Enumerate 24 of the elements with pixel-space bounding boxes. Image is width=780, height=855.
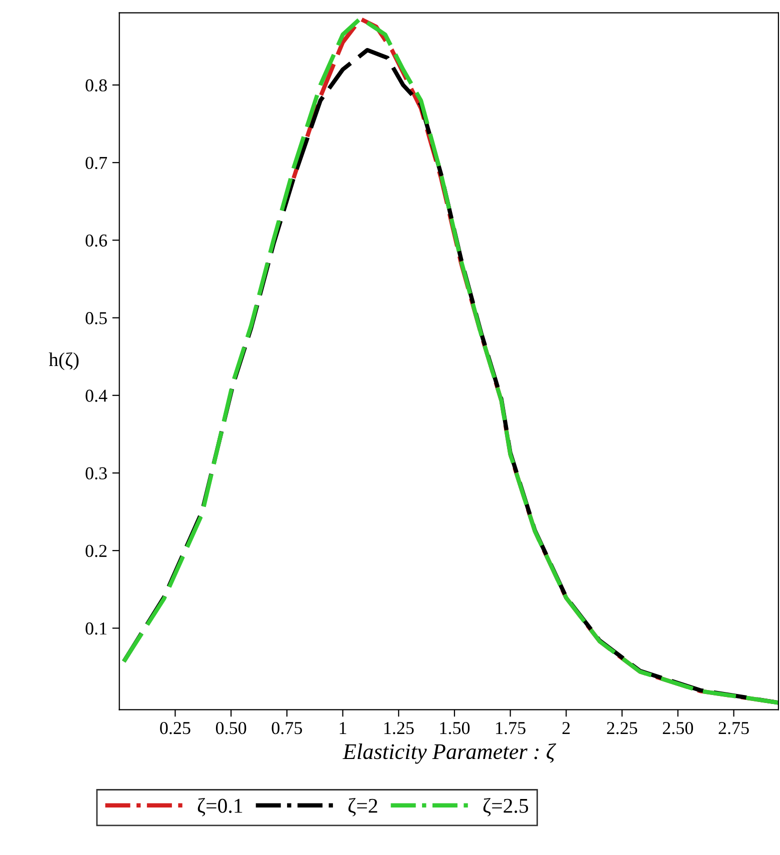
y-tick-label: 0.6 (86, 234, 107, 247)
x-tick-label: 0.50 (216, 722, 246, 734)
x-tick-label: 0.75 (272, 722, 302, 734)
x-tick-label: 2.25 (607, 722, 638, 734)
y-tick-label: 0.8 (86, 79, 107, 92)
y-tick-label: 0.3 (86, 467, 107, 480)
x-tick-label: 2.75 (718, 722, 749, 734)
y-tick-label: 0.2 (86, 544, 107, 558)
x-tick-label: 1.75 (496, 722, 526, 734)
x-tick-label: 2.50 (662, 722, 694, 734)
x-tick-label: 0.25 (160, 722, 190, 734)
x-tick-label: 2 (562, 722, 570, 734)
y-tick-label: 0.4 (86, 390, 108, 402)
legend-label: ζ=2 (348, 798, 378, 816)
x-tick-label: 1 (340, 722, 346, 734)
legend-label: ζ=2.5 (483, 798, 528, 816)
y-axis-title: h(ζ) (48, 352, 79, 370)
x-axis-title: Elasticity Parameter : ζ (342, 743, 556, 764)
y-tick-label: 0.1 (86, 622, 106, 635)
x-tick-label: 1.25 (384, 722, 414, 734)
legend-label: ζ=0.1 (198, 798, 242, 816)
y-tick-label: 0.7 (86, 156, 108, 170)
x-tick-label: 1.50 (440, 722, 470, 734)
y-tick-label: 0.5 (86, 312, 107, 324)
